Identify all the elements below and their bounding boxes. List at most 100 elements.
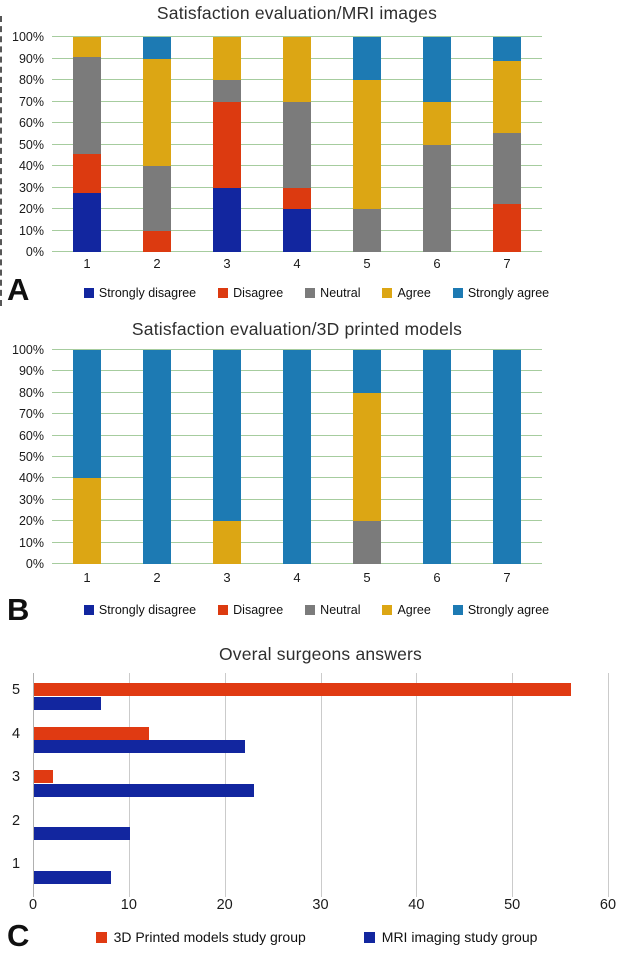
y-axis-tick-label: 50% <box>18 449 44 464</box>
y-axis-category-label: 5 <box>11 682 21 698</box>
legend-item-disagree: Disagree <box>218 603 283 617</box>
legend-swatch-neutral <box>305 288 316 298</box>
x-axis-tick-label: 10 <box>120 897 137 913</box>
stacked-bar-5 <box>353 37 381 252</box>
x-axis-category-label: 5 <box>363 570 371 585</box>
legend-item-neutral: Neutral <box>305 603 360 617</box>
bar-3d-printed-models-study-group <box>34 683 571 696</box>
y-axis-tick-label: 100% <box>12 342 44 357</box>
x-axis-category-label: 1 <box>83 256 91 271</box>
stacked-bar-1 <box>73 37 101 252</box>
y-axis-tick-label: 30% <box>18 180 44 195</box>
stacked-bar-6 <box>423 37 451 252</box>
bar-segment-neutral <box>423 144 451 252</box>
chart-b-x-axis-labels: 1 2 3 4 5 6 7 <box>52 570 542 585</box>
bar-3d-printed-models-study-group <box>34 726 149 740</box>
bar-segment-strongly-agree <box>213 350 241 522</box>
legend-item-strongly-agree: Strongly agree <box>452 603 550 617</box>
bar-segment-strongly-agree <box>143 37 171 59</box>
bar-segment-strongly-disagree <box>213 187 241 252</box>
bar-mri-imaging-study-group <box>34 870 111 884</box>
bar-segment-disagree <box>213 101 241 188</box>
x-axis-tick-label: 40 <box>408 897 425 913</box>
legend-item-agree: Agree <box>382 286 431 300</box>
y-axis-category-label: 1 <box>11 856 21 873</box>
x-axis-category-label: 7 <box>503 256 511 271</box>
stacked-bar-2 <box>143 37 171 252</box>
x-axis-category-label: 5 <box>363 256 371 271</box>
y-axis-tick-label: 100% <box>12 29 44 44</box>
y-axis-tick-label: 10% <box>18 223 44 238</box>
x-axis-category-label: 3 <box>223 256 231 271</box>
legend-item-strongly-disagree: Strongly disagree <box>83 286 197 300</box>
bar-segment-disagree <box>283 187 311 209</box>
stacked-bar-4 <box>283 350 311 564</box>
bar-mri-imaging-study-group <box>34 740 245 754</box>
bar-segment-neutral <box>143 166 171 231</box>
x-axis-category-label: 1 <box>83 570 91 585</box>
bar-segment-strongly-agree <box>493 37 521 61</box>
legend-swatch-agree <box>382 605 393 615</box>
x-axis-category-label: 4 <box>293 256 301 271</box>
legend-label: Strongly agree <box>467 603 550 617</box>
gridline <box>52 36 542 37</box>
panel-letter-a: A <box>7 272 30 307</box>
stacked-bar-7 <box>493 37 521 252</box>
chart-a-legend: Strongly disagree Disagree Neutral Agree Str… <box>40 286 593 300</box>
stacked-bar-7 <box>493 350 521 564</box>
chart-a-title: Satisfaction evaluation/MRI images <box>156 3 438 23</box>
legend-label: Disagree <box>233 603 284 617</box>
legend-swatch-strongly-disagree <box>83 288 94 298</box>
chart-c-title: Overal surgeons answers <box>218 644 423 664</box>
bar-segment-disagree <box>73 154 101 194</box>
legend-label: Strongly disagree <box>98 286 197 300</box>
y-axis-tick-label: 90% <box>18 364 44 379</box>
legend-item-agree: Agree <box>382 603 431 617</box>
figure-edge-artifact <box>0 16 2 306</box>
legend-label: MRI imaging study group <box>381 929 538 945</box>
chart-a-x-axis-labels: 1 2 3 4 5 6 7 <box>52 256 542 271</box>
bar-segment-strongly-agree <box>423 37 451 102</box>
bar-segment-neutral <box>353 209 381 252</box>
bar-segment-strongly-disagree <box>283 209 311 252</box>
x-axis-category-label: 7 <box>503 570 511 585</box>
bar-segment-agree <box>493 60 521 133</box>
legend-swatch-strongly-disagree <box>83 605 94 615</box>
y-axis-tick-label: 10% <box>18 535 44 550</box>
stacked-bar-6 <box>423 350 451 564</box>
stacked-bar-5 <box>353 350 381 564</box>
bar-segment-strongly-agree <box>493 350 521 564</box>
y-axis-tick-label: 50% <box>18 137 44 152</box>
y-axis-tick-label: 80% <box>18 385 44 400</box>
panel-letter-b: B <box>7 592 30 627</box>
chart-b-legend: Strongly disagree Disagree Neutral Agree Str… <box>40 603 593 617</box>
bar-segment-strongly-disagree <box>73 193 101 252</box>
legend-swatch-disagree <box>218 605 229 615</box>
chart-c-x-axis-labels: 0 10 20 30 40 50 60 <box>29 897 616 915</box>
y-axis-tick-label: 80% <box>18 72 44 87</box>
bar-segment-disagree <box>143 230 171 252</box>
x-axis-category-label: 6 <box>433 570 441 585</box>
gridline <box>416 673 418 897</box>
legend-swatch-strongly-agree <box>452 288 463 298</box>
gridline <box>33 673 34 897</box>
bar-segment-neutral <box>283 101 311 188</box>
x-axis-category-label: 2 <box>153 570 161 585</box>
stacked-bar-2 <box>143 350 171 564</box>
stacked-bar-3 <box>213 37 241 252</box>
gridline <box>608 673 609 897</box>
legend-swatch-disagree <box>218 288 229 298</box>
bar-segment-strongly-agree <box>423 350 451 564</box>
legend-label: 3D Printed models study group <box>113 929 306 945</box>
y-axis-tick-label: 60% <box>18 115 44 130</box>
y-axis-tick-label: 20% <box>18 513 44 528</box>
gridline <box>512 673 514 897</box>
bar-segment-neutral <box>213 80 241 102</box>
legend-item-disagree: Disagree <box>218 286 283 300</box>
y-axis-tick-label: 20% <box>18 201 44 216</box>
bar-mri-imaging-study-group <box>34 827 130 841</box>
legend-label: Strongly disagree <box>98 603 197 617</box>
legend-label: Strongly agree <box>467 286 550 300</box>
stacked-bar-1 <box>73 350 101 564</box>
y-axis-tick-label: 0% <box>25 556 44 571</box>
